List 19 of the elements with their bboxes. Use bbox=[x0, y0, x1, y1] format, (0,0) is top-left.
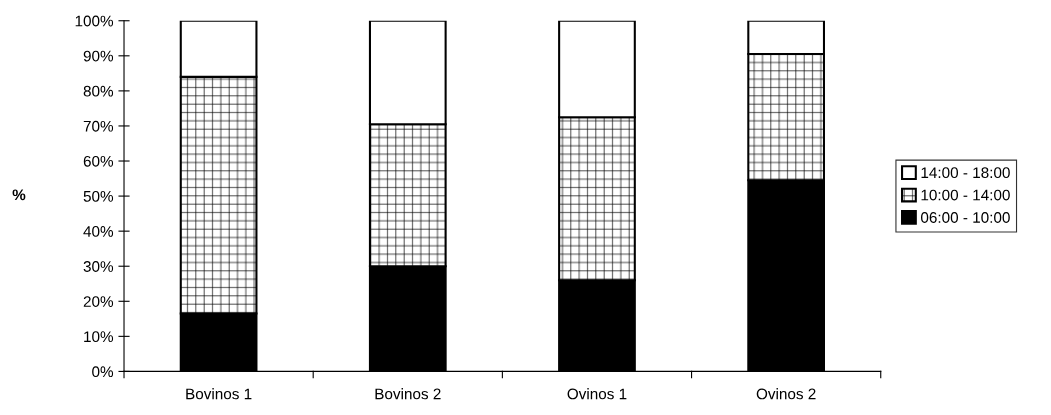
y-tick-label: 0% bbox=[92, 366, 114, 378]
x-tick-label: Bovinos 2 bbox=[375, 388, 441, 400]
y-tick-label: 20% bbox=[83, 296, 114, 307]
y-tick-label: 50% bbox=[83, 190, 114, 202]
legend-label: 10:00 - 14:00 bbox=[921, 189, 1010, 201]
y-tick-label: 10% bbox=[84, 331, 114, 343]
legend-label: 14:00 - 18:00 bbox=[921, 167, 1010, 179]
x-tick-label: Bovinos 1 bbox=[186, 388, 252, 400]
y-tick-label: 40% bbox=[83, 226, 114, 237]
y-tick-label: 30% bbox=[83, 261, 114, 272]
x-tick-label: Ovinos 1 bbox=[567, 388, 627, 400]
y-tick-label: 60% bbox=[83, 155, 114, 167]
y-tick-label: 70% bbox=[83, 120, 114, 132]
y-axis-title: % bbox=[12, 189, 26, 201]
y-tick-label: 80% bbox=[83, 85, 114, 97]
x-tick-label: Ovinos 2 bbox=[756, 388, 816, 400]
y-tick-label: 90% bbox=[83, 50, 114, 62]
legend-label: 06:00 - 10:00 bbox=[920, 212, 1010, 223]
y-tick-label: 100% bbox=[75, 15, 114, 27]
